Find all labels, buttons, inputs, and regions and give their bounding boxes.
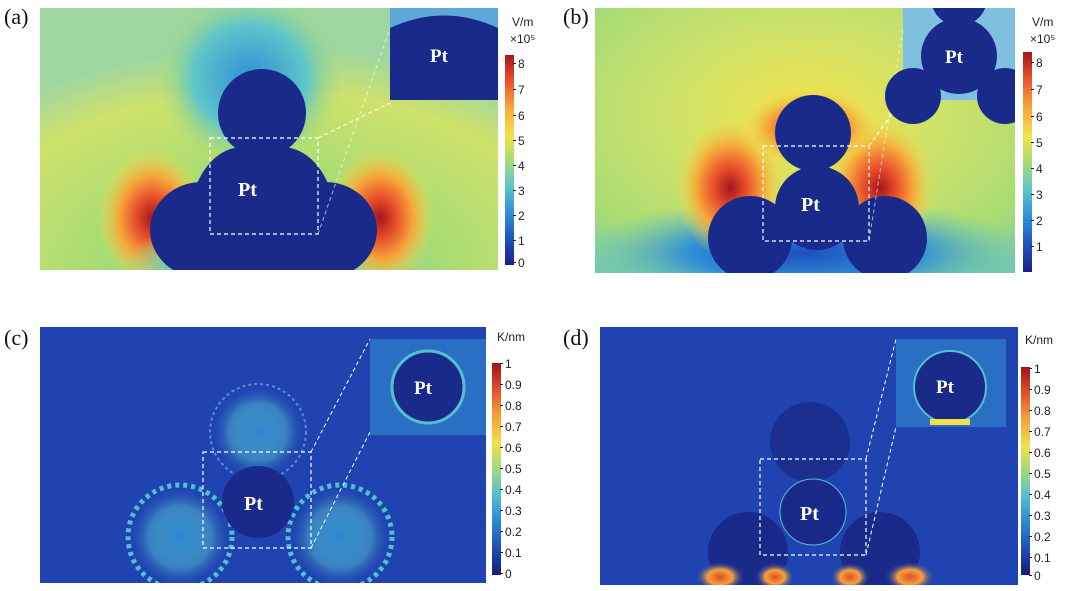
tick: 0 xyxy=(1029,569,1041,583)
tick: 0.7 xyxy=(1029,425,1051,439)
tick: 2 xyxy=(1031,214,1043,228)
field-map-a: Pt Pt xyxy=(40,8,498,270)
tick: 0.9 xyxy=(1029,383,1051,397)
colorbar-unit-c: K/nm xyxy=(497,330,526,344)
tick: 3 xyxy=(513,184,525,198)
inset-pt-label-c: Pt xyxy=(414,378,433,399)
pt-particle-center xyxy=(222,466,294,538)
panel-a: (a) xyxy=(0,0,540,285)
pt-label-b: Pt xyxy=(801,194,820,216)
tick: 0.3 xyxy=(500,504,522,518)
tick: 4 xyxy=(1031,162,1043,176)
tick: 7 xyxy=(513,83,525,97)
tick: 0.1 xyxy=(1029,551,1051,565)
tick: 0 xyxy=(513,256,525,270)
colorbar-d xyxy=(1021,367,1030,575)
tick: 0.5 xyxy=(1029,467,1051,481)
panel-label-a: (a) xyxy=(4,4,29,29)
colorbar-unit-b: V/m xyxy=(1032,15,1054,29)
tick: 1 xyxy=(1031,240,1043,254)
tick: 0 xyxy=(500,567,512,581)
panel-label-c: (c) xyxy=(4,325,29,350)
tick: 0.8 xyxy=(1029,404,1051,418)
pt-particle-center xyxy=(779,478,847,546)
tick: 3 xyxy=(1031,188,1043,202)
tick: 6 xyxy=(513,109,525,123)
tick: 0.6 xyxy=(1029,446,1051,460)
panel-c: (c) Pt Pt K/nm xyxy=(0,315,540,591)
tick: 0.1 xyxy=(500,546,522,560)
panel-label-d: (d) xyxy=(563,325,589,350)
pt-label-d: Pt xyxy=(800,503,819,525)
pt-particle-top xyxy=(218,69,306,157)
tick: 0.3 xyxy=(1029,509,1051,523)
pt-label-c: Pt xyxy=(244,493,263,515)
tick: 0.4 xyxy=(1029,488,1051,502)
field-map-b: Pt Pt xyxy=(595,8,1015,273)
colorbar-c xyxy=(492,363,501,575)
tick: 0.2 xyxy=(500,525,522,539)
tick: 7 xyxy=(1031,83,1043,97)
tick: 8 xyxy=(513,57,525,71)
inset-pt-label-d: Pt xyxy=(936,377,955,398)
colorbar-scale-a: ×10⁵ xyxy=(510,32,536,46)
tick: 0.2 xyxy=(1029,530,1051,544)
colorbar-a xyxy=(505,55,514,265)
colorbar-b xyxy=(1023,52,1032,272)
pt-label-a: Pt xyxy=(238,179,257,201)
colorbar-unit-a: V/m xyxy=(512,15,534,29)
tick: 1 xyxy=(513,234,525,248)
pt-particle-right xyxy=(843,196,927,273)
panel-label-b: (b) xyxy=(563,4,589,29)
gradient-map-d: Pt Pt xyxy=(600,327,1018,585)
pt-particle-top xyxy=(770,402,850,482)
pt-particle-top xyxy=(775,95,851,171)
panel-b: (b) xyxy=(555,0,1065,285)
inset-pt-label-a: Pt xyxy=(430,46,449,67)
tick: 0.7 xyxy=(500,420,522,434)
pt-particle-center xyxy=(775,166,859,250)
colorbar-scale-b: ×10⁵ xyxy=(1030,32,1056,46)
colorbar-unit-d: K/nm xyxy=(1025,333,1054,347)
tick: 8 xyxy=(1031,56,1043,70)
tick: 0.8 xyxy=(500,399,522,413)
tick: 4 xyxy=(513,159,525,173)
tick: 0.9 xyxy=(500,378,522,392)
tick: 0.4 xyxy=(500,483,522,497)
tick: 1 xyxy=(1029,362,1041,376)
tick: 0.6 xyxy=(500,441,522,455)
tick: 6 xyxy=(1031,110,1043,124)
tick: 5 xyxy=(1031,136,1043,150)
pt-particle-left xyxy=(708,196,792,273)
tick: 2 xyxy=(513,209,525,223)
gradient-map-c: Pt Pt xyxy=(40,327,486,583)
tick: 1 xyxy=(500,357,512,371)
inset-pt-label-b: Pt xyxy=(945,47,964,68)
panel-d: (d) Pt Pt xyxy=(555,315,1065,591)
tick: 5 xyxy=(513,134,525,148)
tick: 0.5 xyxy=(500,462,522,476)
